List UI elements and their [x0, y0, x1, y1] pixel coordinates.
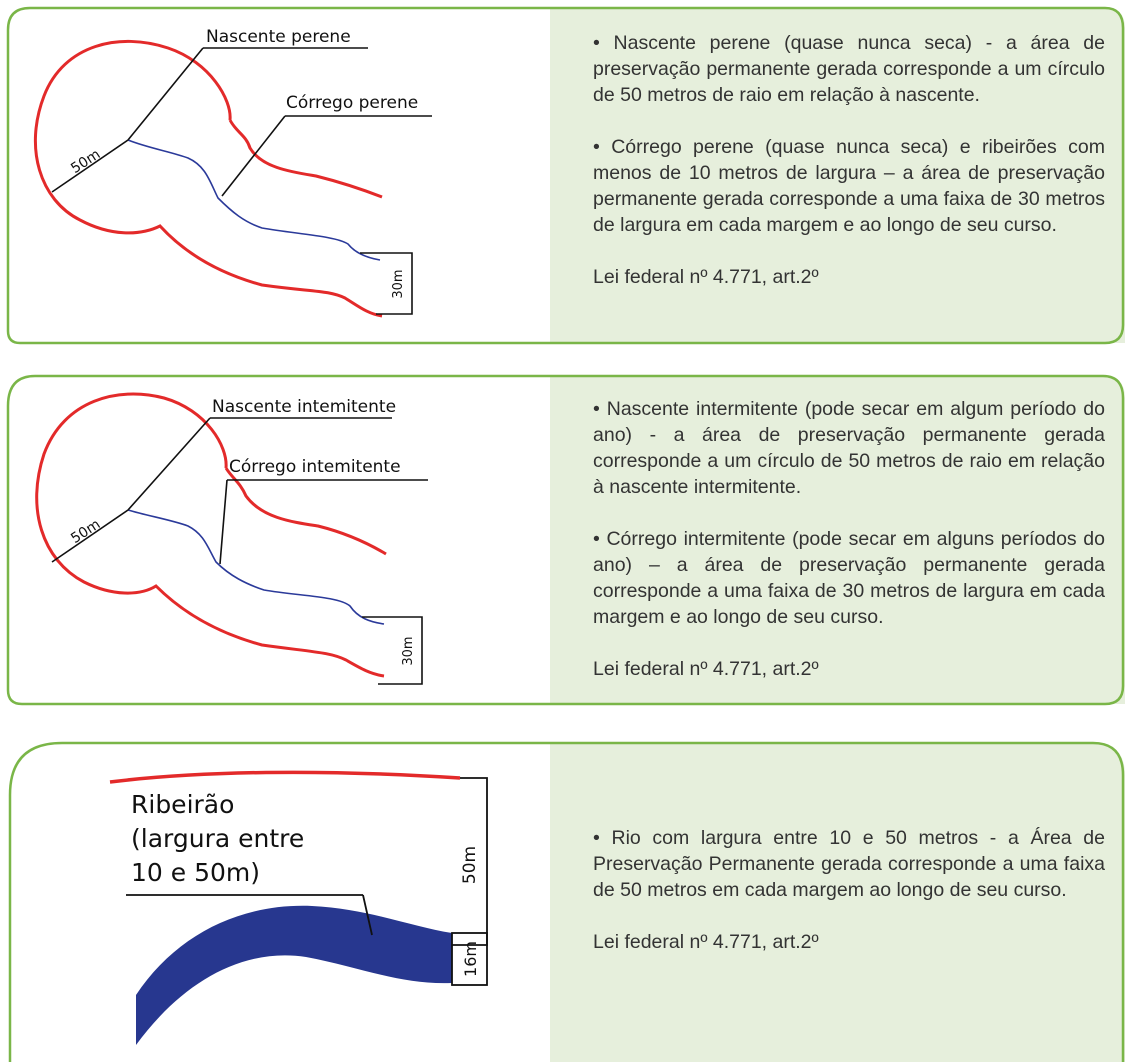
river-channel [136, 905, 452, 1045]
preservation-zone-boundary [33, 40, 383, 318]
description: • Rio com largura entre 10 e 50 metros -… [593, 825, 1105, 955]
spring-description: • Nascente intermitente (pode secar em a… [593, 398, 1105, 498]
stream-line [127, 509, 385, 625]
width-label: 30m [401, 636, 416, 665]
panel-frame [8, 741, 1125, 1062]
spring-label: Nascente intemitente [212, 397, 396, 417]
law-reference: Lei federal nº 4.771, art.2º [593, 931, 819, 953]
spring-diagram: 50m Nascente intemitente Córrego intemit… [35, 392, 428, 685]
stream-description: • Córrego intermitente (pode secar em al… [593, 528, 1105, 628]
spring-label: Nascente perene [206, 27, 351, 47]
radius-line [51, 509, 129, 563]
radius-label: 50m [68, 516, 103, 547]
width-bracket [360, 252, 413, 315]
stream-label: Córrego intemitente [229, 457, 401, 477]
text-background [550, 743, 1125, 1062]
panel-frame [6, 374, 1125, 706]
width-label: 30m [391, 269, 406, 298]
channel-bracket [451, 932, 488, 986]
spring-diagram: 50m Nascente perene Córrego perene 30m [33, 27, 432, 318]
panel-perennial: 50m Nascente perene Córrego perene 30m •… [0, 0, 1125, 360]
river-label-line1: Ribeirão [131, 790, 234, 819]
panel-border [6, 374, 1125, 706]
panel-intermittent: 50m Nascente intemitente Córrego intemit… [0, 370, 1125, 715]
river-description: • Rio com largura entre 10 e 50 metros -… [593, 827, 1105, 901]
spring-leader-line [127, 417, 211, 511]
river-diagram: 50m 16m Ribeirão (largura entre 10 e 50m… [109, 770, 488, 1045]
buffer-bracket [452, 777, 488, 946]
radius-label: 50m [68, 146, 103, 177]
radius-line [51, 139, 129, 193]
panel-border [6, 6, 1125, 345]
river-label-line2: (largura entre [131, 824, 304, 853]
text-background [550, 8, 1125, 343]
preservation-zone-upper-edge [224, 467, 387, 556]
spring-description: • Nascente perene (quase nunca seca) - a… [593, 32, 1105, 106]
text-background [550, 376, 1125, 704]
buffer-label: 50m [460, 846, 480, 884]
panel-frame [6, 6, 1125, 345]
stream-leader-line [219, 479, 228, 565]
description: • Nascente intermitente (pode secar em a… [593, 396, 1105, 682]
description: • Nascente perene (quase nunca seca) - a… [593, 30, 1105, 290]
stream-description: • Córrego perene (quase nunca seca) e ri… [593, 136, 1105, 236]
channel-label: 16m [461, 941, 480, 977]
law-reference: Lei federal nº 4.771, art.2º [593, 658, 819, 680]
law-reference: Lei federal nº 4.771, art.2º [593, 266, 819, 288]
preservation-zone-boundary [109, 770, 461, 784]
river-label-line3: 10 e 50m) [131, 858, 260, 887]
stream-line [127, 139, 381, 261]
preservation-zone-upper-edge [228, 119, 383, 199]
panel-border [8, 741, 1125, 1062]
stream-label: Córrego perene [286, 93, 418, 113]
river-leader-line [362, 894, 373, 936]
width-bracket [362, 616, 423, 685]
spring-leader-line [127, 47, 204, 141]
stream-leader-line [221, 115, 286, 197]
panel-river: 50m 16m Ribeirão (largura entre 10 e 50m… [0, 735, 1125, 1062]
preservation-zone-boundary [35, 392, 385, 678]
